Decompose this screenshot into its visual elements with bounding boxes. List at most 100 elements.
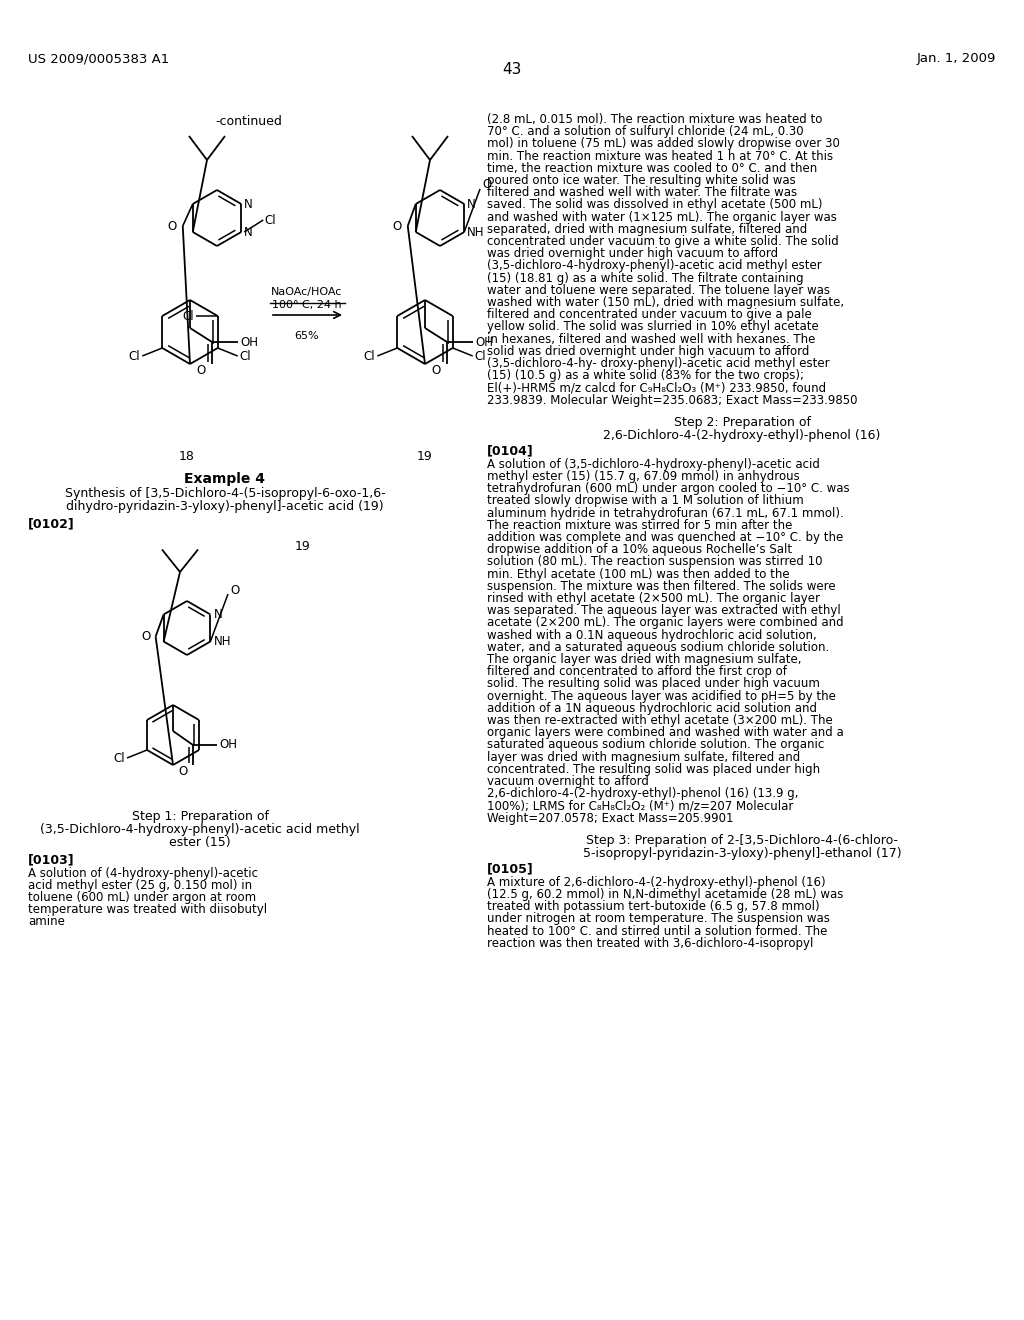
Text: addition was complete and was quenched at −10° C. by the: addition was complete and was quenched a…	[487, 531, 843, 544]
Text: acetate (2×200 mL). The organic layers were combined and: acetate (2×200 mL). The organic layers w…	[487, 616, 844, 630]
Text: (3,5-dichloro-4-hydroxy-phenyl)-acetic acid methyl ester: (3,5-dichloro-4-hydroxy-phenyl)-acetic a…	[487, 260, 821, 272]
Text: under nitrogen at room temperature. The suspension was: under nitrogen at room temperature. The …	[487, 912, 829, 925]
Text: O: O	[392, 219, 401, 232]
Text: 19: 19	[295, 540, 310, 553]
Text: saturated aqueous sodium chloride solution. The organic: saturated aqueous sodium chloride soluti…	[487, 738, 824, 751]
Text: O: O	[197, 364, 206, 378]
Text: layer was dried with magnesium sulfate, filtered and: layer was dried with magnesium sulfate, …	[487, 751, 800, 763]
Text: 18: 18	[179, 450, 195, 463]
Text: OH: OH	[219, 738, 237, 751]
Text: solid. The resulting solid was placed under high vacuum: solid. The resulting solid was placed un…	[487, 677, 820, 690]
Text: aluminum hydride in tetrahydrofuran (67.1 mL, 67.1 mmol).: aluminum hydride in tetrahydrofuran (67.…	[487, 507, 844, 520]
Text: [0104]: [0104]	[487, 445, 534, 458]
Text: and washed with water (1×125 mL). The organic layer was: and washed with water (1×125 mL). The or…	[487, 211, 837, 223]
Text: was dried overnight under high vacuum to afford: was dried overnight under high vacuum to…	[487, 247, 778, 260]
Text: reaction was then treated with 3,6-dichloro-4-isopropyl: reaction was then treated with 3,6-dichl…	[487, 937, 813, 950]
Text: The organic layer was dried with magnesium sulfate,: The organic layer was dried with magnesi…	[487, 653, 802, 667]
Text: yellow solid. The solid was slurried in 10% ethyl acetate: yellow solid. The solid was slurried in …	[487, 321, 819, 334]
Text: water, and a saturated aqueous sodium chloride solution.: water, and a saturated aqueous sodium ch…	[487, 640, 829, 653]
Text: Step 3: Preparation of 2-[3,5-Dichloro-4-(6-chloro-: Step 3: Preparation of 2-[3,5-Dichloro-4…	[586, 834, 898, 847]
Text: 100° C, 24 h: 100° C, 24 h	[272, 300, 342, 310]
Text: ester (15): ester (15)	[169, 836, 230, 849]
Text: time, the reaction mixture was cooled to 0° C. and then: time, the reaction mixture was cooled to…	[487, 162, 817, 174]
Text: treated with potassium tert-butoxide (6.5 g, 57.8 mmol): treated with potassium tert-butoxide (6.…	[487, 900, 819, 913]
Text: Jan. 1, 2009: Jan. 1, 2009	[916, 51, 996, 65]
Text: [0103]: [0103]	[28, 853, 75, 866]
Text: Step 2: Preparation of: Step 2: Preparation of	[674, 416, 811, 429]
Text: vacuum overnight to afford: vacuum overnight to afford	[487, 775, 649, 788]
Text: temperature was treated with diisobutyl: temperature was treated with diisobutyl	[28, 903, 267, 916]
Text: 100%); LRMS for C₈H₈Cl₂O₂ (M⁺) m/z=207 Molecular: 100%); LRMS for C₈H₈Cl₂O₂ (M⁺) m/z=207 M…	[487, 800, 794, 812]
Text: (15) (18.81 g) as a white solid. The filtrate containing: (15) (18.81 g) as a white solid. The fil…	[487, 272, 804, 285]
Text: -continued: -continued	[215, 115, 282, 128]
Text: 2,6-dichloro-4-(2-hydroxy-ethyl)-phenol (16) (13.9 g,: 2,6-dichloro-4-(2-hydroxy-ethyl)-phenol …	[487, 787, 799, 800]
Text: NH: NH	[467, 226, 484, 239]
Text: 43: 43	[503, 62, 521, 77]
Text: O: O	[482, 178, 492, 191]
Text: Cl: Cl	[182, 309, 194, 322]
Text: (15) (10.5 g) as a white solid (83% for the two crops);: (15) (10.5 g) as a white solid (83% for …	[487, 370, 804, 383]
Text: Cl: Cl	[364, 350, 375, 363]
Text: (12.5 g, 60.2 mmol) in N,N-dimethyl acetamide (28 mL) was: (12.5 g, 60.2 mmol) in N,N-dimethyl acet…	[487, 888, 844, 902]
Text: Cl: Cl	[475, 350, 486, 363]
Text: The reaction mixture was stirred for 5 min after the: The reaction mixture was stirred for 5 m…	[487, 519, 793, 532]
Text: separated, dried with magnesium sulfate, filtered and: separated, dried with magnesium sulfate,…	[487, 223, 807, 236]
Text: filtered and concentrated under vacuum to give a pale: filtered and concentrated under vacuum t…	[487, 308, 812, 321]
Text: rinsed with ethyl acetate (2×500 mL). The organic layer: rinsed with ethyl acetate (2×500 mL). Th…	[487, 591, 820, 605]
Text: dropwise addition of a 10% aqueous Rochelle’s Salt: dropwise addition of a 10% aqueous Roche…	[487, 544, 793, 556]
Text: 2,6-Dichloro-4-(2-hydroxy-ethyl)-phenol (16): 2,6-Dichloro-4-(2-hydroxy-ethyl)-phenol …	[603, 429, 881, 442]
Text: poured onto ice water. The resulting white solid was: poured onto ice water. The resulting whi…	[487, 174, 796, 187]
Text: N: N	[245, 198, 253, 210]
Text: Weight=207.0578; Exact Mass=205.9901: Weight=207.0578; Exact Mass=205.9901	[487, 812, 733, 825]
Text: A solution of (4-hydroxy-phenyl)-acetic: A solution of (4-hydroxy-phenyl)-acetic	[28, 867, 258, 880]
Text: saved. The solid was dissolved in ethyl acetate (500 mL): saved. The solid was dissolved in ethyl …	[487, 198, 822, 211]
Text: overnight. The aqueous layer was acidified to pH=5 by the: overnight. The aqueous layer was acidifi…	[487, 689, 836, 702]
Text: filtered and concentrated to afford the first crop of: filtered and concentrated to afford the …	[487, 665, 786, 678]
Text: Synthesis of [3,5-Dichloro-4-(5-isopropyl-6-oxo-1,6-: Synthesis of [3,5-Dichloro-4-(5-isopropy…	[65, 487, 385, 500]
Text: Cl: Cl	[240, 350, 251, 363]
Text: heated to 100° C. and stirred until a solution formed. The: heated to 100° C. and stirred until a so…	[487, 924, 827, 937]
Text: Cl: Cl	[264, 214, 275, 227]
Text: treated slowly dropwise with a 1 M solution of lithium: treated slowly dropwise with a 1 M solut…	[487, 495, 804, 507]
Text: (3,5-dichloro-4-hy- droxy-phenyl)-acetic acid methyl ester: (3,5-dichloro-4-hy- droxy-phenyl)-acetic…	[487, 356, 829, 370]
Text: Cl: Cl	[114, 751, 125, 764]
Text: O: O	[230, 583, 240, 597]
Text: O: O	[432, 364, 441, 378]
Text: water and toluene were separated. The toluene layer was: water and toluene were separated. The to…	[487, 284, 830, 297]
Text: addition of a 1N aqueous hydrochloric acid solution and: addition of a 1N aqueous hydrochloric ac…	[487, 702, 817, 715]
Text: 65%: 65%	[295, 331, 319, 341]
Text: [0105]: [0105]	[487, 863, 534, 875]
Text: OH: OH	[475, 335, 493, 348]
Text: 19: 19	[417, 450, 433, 463]
Text: NH: NH	[213, 635, 230, 648]
Text: US 2009/0005383 A1: US 2009/0005383 A1	[28, 51, 169, 65]
Text: [0102]: [0102]	[28, 517, 75, 531]
Text: N: N	[213, 609, 222, 620]
Text: concentrated under vacuum to give a white solid. The solid: concentrated under vacuum to give a whit…	[487, 235, 839, 248]
Text: tetrahydrofuran (600 mL) under argon cooled to −10° C. was: tetrahydrofuran (600 mL) under argon coo…	[487, 482, 850, 495]
Text: dihydro-pyridazin-3-yloxy)-phenyl]-acetic acid (19): dihydro-pyridazin-3-yloxy)-phenyl]-aceti…	[67, 500, 384, 513]
Text: min. Ethyl acetate (100 mL) was then added to the: min. Ethyl acetate (100 mL) was then add…	[487, 568, 790, 581]
Text: suspension. The mixture was then filtered. The solids were: suspension. The mixture was then filtere…	[487, 579, 836, 593]
Text: methyl ester (15) (15.7 g, 67.09 mmol) in anhydrous: methyl ester (15) (15.7 g, 67.09 mmol) i…	[487, 470, 800, 483]
Text: Cl: Cl	[129, 350, 140, 363]
Text: NaOAc/HOAc: NaOAc/HOAc	[271, 286, 343, 297]
Text: mol) in toluene (75 mL) was added slowly dropwise over 30: mol) in toluene (75 mL) was added slowly…	[487, 137, 840, 150]
Text: solid was dried overnight under high vacuum to afford: solid was dried overnight under high vac…	[487, 345, 809, 358]
Text: O: O	[168, 219, 177, 232]
Text: toluene (600 mL) under argon at room: toluene (600 mL) under argon at room	[28, 891, 256, 904]
Text: solution (80 mL). The reaction suspension was stirred 10: solution (80 mL). The reaction suspensio…	[487, 556, 822, 569]
Text: (3,5-Dichloro-4-hydroxy-phenyl)-acetic acid methyl: (3,5-Dichloro-4-hydroxy-phenyl)-acetic a…	[40, 822, 359, 836]
Text: amine: amine	[28, 915, 65, 928]
Text: O: O	[179, 766, 188, 777]
Text: El(+)-HRMS m/z calcd for C₉H₈Cl₂O₃ (M⁺) 233.9850, found: El(+)-HRMS m/z calcd for C₉H₈Cl₂O₃ (M⁺) …	[487, 381, 826, 395]
Text: acid methyl ester (25 g, 0.150 mol) in: acid methyl ester (25 g, 0.150 mol) in	[28, 879, 252, 892]
Text: was then re-extracted with ethyl acetate (3×200 mL). The: was then re-extracted with ethyl acetate…	[487, 714, 833, 727]
Text: 70° C. and a solution of sulfuryl chloride (24 mL, 0.30: 70° C. and a solution of sulfuryl chlori…	[487, 125, 804, 139]
Text: organic layers were combined and washed with water and a: organic layers were combined and washed …	[487, 726, 844, 739]
Text: (2.8 mL, 0.015 mol). The reaction mixture was heated to: (2.8 mL, 0.015 mol). The reaction mixtur…	[487, 114, 822, 125]
Text: 5-isopropyl-pyridazin-3-yloxy)-phenyl]-ethanol (17): 5-isopropyl-pyridazin-3-yloxy)-phenyl]-e…	[583, 847, 901, 859]
Text: Step 1: Preparation of: Step 1: Preparation of	[131, 810, 268, 822]
Text: OH: OH	[240, 335, 258, 348]
Text: min. The reaction mixture was heated 1 h at 70° C. At this: min. The reaction mixture was heated 1 h…	[487, 149, 834, 162]
